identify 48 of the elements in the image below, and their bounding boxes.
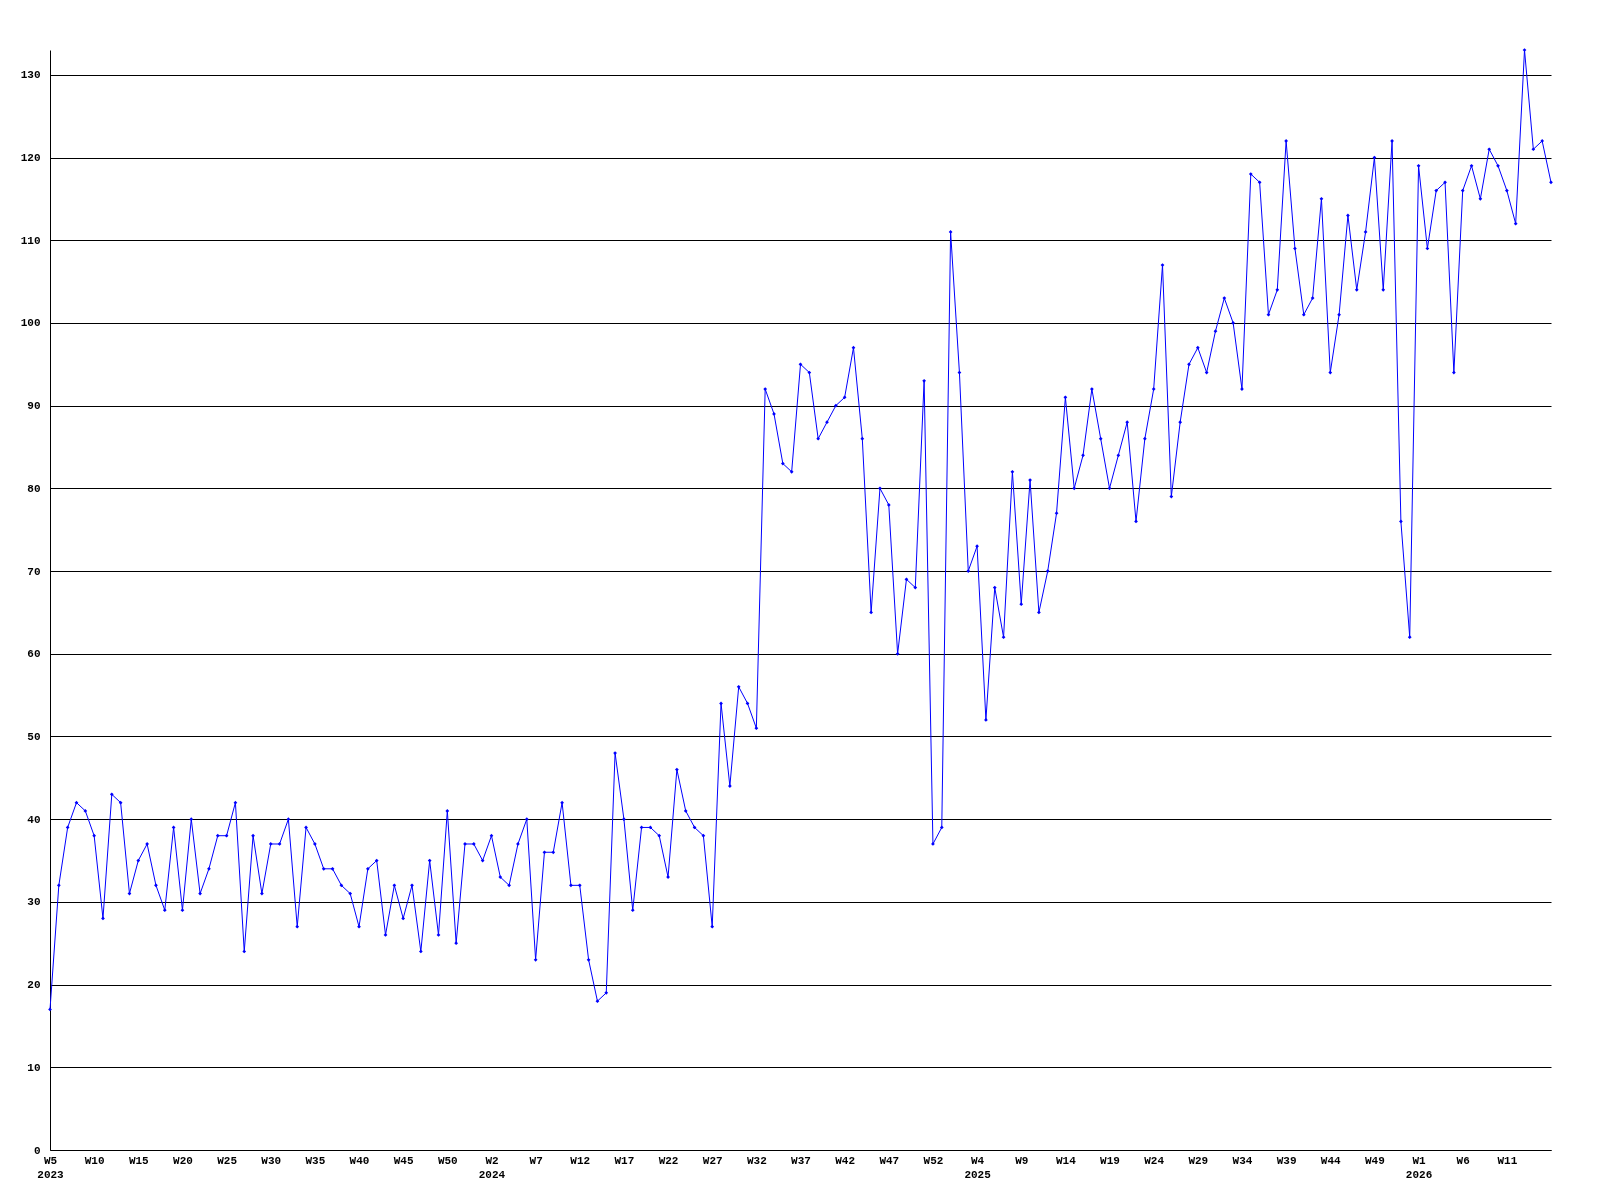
y-tick-label: 50	[27, 730, 41, 743]
x-tick-label: W39	[1276, 1154, 1297, 1167]
x-tick-label: W47	[879, 1154, 900, 1167]
x-tick-label: W34	[1232, 1154, 1253, 1167]
x-tick-label: W24	[1144, 1154, 1165, 1167]
x-tick-label: W35	[305, 1154, 326, 1167]
x-tick-label: W20	[173, 1154, 193, 1167]
x-tick-label: W29	[1188, 1154, 1209, 1167]
x-tick-label: W2 2024	[478, 1154, 506, 1181]
x-tick-label: W17	[614, 1154, 635, 1167]
x-tick-label: W49	[1365, 1154, 1385, 1167]
x-tick-label: W22	[658, 1154, 679, 1167]
x-tick-label: W42	[835, 1154, 856, 1167]
y-tick-label: 40	[27, 813, 41, 826]
x-tick-label: W6	[1456, 1154, 1470, 1167]
x-tick-label: W52	[923, 1154, 944, 1167]
y-tick-label: 90	[27, 400, 41, 413]
y-tick-label: 100	[20, 317, 41, 330]
x-tick-label: W12	[570, 1154, 591, 1167]
x-tick-label: W19	[1100, 1154, 1120, 1167]
y-tick-label: 20	[27, 979, 41, 992]
x-tick-label: W40	[349, 1154, 370, 1167]
x-tick-label: W27	[702, 1154, 723, 1167]
y-tick-label: 30	[27, 896, 41, 909]
x-tick-label: W5 2023	[37, 1154, 65, 1181]
x-tick-label: W44	[1320, 1154, 1342, 1167]
y-tick-label: 60	[27, 648, 41, 661]
y-tick-label: 120	[20, 152, 41, 165]
y-tick-label: 110	[20, 234, 41, 247]
x-tick-label: W37	[791, 1154, 811, 1167]
y-tick-label: 130	[20, 69, 41, 82]
x-tick-label: W9	[1015, 1154, 1029, 1167]
x-tick-label: W50	[437, 1154, 458, 1167]
y-tick-label: 10	[27, 1061, 41, 1074]
x-tick-label: W11	[1497, 1154, 1518, 1167]
x-tick-label: W45	[393, 1154, 414, 1167]
y-tick-label: 80	[27, 482, 41, 495]
y-tick-label: 70	[27, 565, 41, 578]
x-tick-label: W30	[261, 1154, 282, 1167]
x-tick-label: W10	[84, 1154, 105, 1167]
x-tick-label: W4 2025	[964, 1154, 992, 1181]
x-tick-label: W15	[128, 1154, 150, 1167]
x-tick-label: W25	[217, 1154, 238, 1167]
x-tick-label: W7	[529, 1154, 543, 1167]
y-tick-label: 0	[33, 1144, 41, 1157]
x-tick-label: W14	[1055, 1154, 1077, 1167]
x-tick-label: W1 2026	[1405, 1154, 1433, 1181]
x-tick-label: W32	[746, 1154, 767, 1167]
